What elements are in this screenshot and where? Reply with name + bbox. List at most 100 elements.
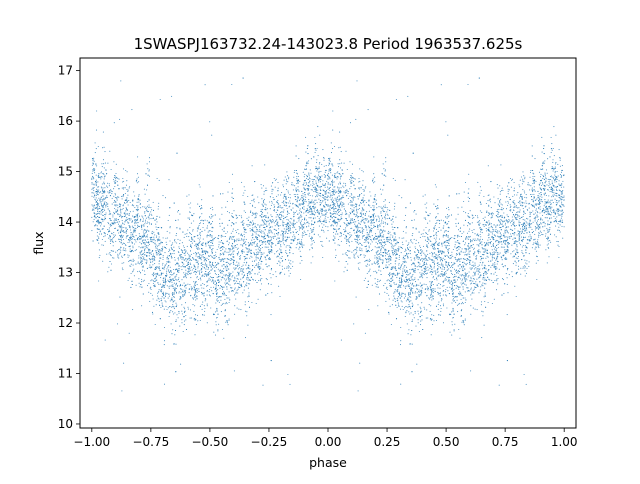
data-point (120, 80, 122, 82)
data-point (558, 183, 560, 185)
data-point (556, 170, 558, 173)
data-point (394, 236, 396, 238)
data-point (237, 278, 239, 280)
data-point (561, 198, 563, 200)
data-point (353, 210, 355, 212)
data-point (373, 213, 375, 216)
data-point (359, 262, 361, 264)
data-point (457, 270, 459, 272)
data-point (467, 225, 469, 227)
data-point (455, 281, 457, 283)
data-point (114, 193, 116, 195)
data-point (223, 246, 225, 248)
data-point (309, 208, 311, 210)
data-point (505, 249, 507, 251)
data-point (446, 307, 448, 309)
data-point (146, 221, 149, 223)
data-point (233, 259, 236, 261)
data-point (448, 242, 450, 244)
data-point (278, 242, 280, 244)
data-point (321, 220, 323, 223)
data-point (531, 247, 533, 249)
data-point (150, 258, 152, 260)
data-point (318, 198, 320, 200)
data-point (357, 187, 360, 189)
data-point (136, 205, 138, 207)
data-point (452, 316, 454, 319)
data-point (537, 234, 540, 236)
data-point (263, 222, 265, 225)
data-point (457, 234, 459, 236)
data-point (500, 203, 502, 205)
data-point (483, 279, 485, 281)
data-point (144, 228, 146, 230)
data-point (418, 313, 420, 315)
data-point (201, 242, 203, 244)
data-point (499, 220, 501, 222)
data-point (529, 171, 532, 174)
data-point (200, 205, 202, 207)
data-point (548, 195, 550, 197)
data-point (271, 221, 273, 223)
data-point (289, 202, 292, 204)
data-point (326, 204, 328, 207)
data-point (494, 265, 496, 267)
data-point (552, 191, 554, 193)
data-point (236, 271, 239, 273)
data-point (185, 257, 187, 259)
data-point (503, 293, 505, 295)
data-point (148, 161, 151, 163)
data-point (481, 238, 484, 240)
data-point (381, 219, 383, 221)
data-point (542, 177, 544, 179)
data-point (384, 170, 386, 172)
data-point (241, 268, 243, 270)
data-point (381, 221, 383, 223)
data-point (327, 204, 329, 206)
data-point (190, 240, 192, 243)
data-point (447, 206, 450, 208)
data-point (383, 221, 385, 223)
data-point (302, 197, 304, 199)
data-point (499, 200, 501, 202)
data-point (424, 292, 426, 294)
data-point (479, 262, 481, 264)
data-point (351, 217, 353, 220)
data-point (104, 233, 106, 235)
data-point (226, 231, 229, 233)
data-point (411, 268, 413, 270)
data-point (527, 223, 529, 225)
data-point (462, 303, 464, 305)
data-point (364, 225, 366, 227)
data-point (563, 186, 565, 188)
data-point (430, 266, 432, 268)
data-point (469, 263, 471, 265)
data-point (135, 208, 137, 211)
data-point (285, 231, 287, 233)
data-point (336, 198, 338, 200)
data-point (553, 194, 555, 196)
data-point (495, 226, 497, 228)
data-point (243, 242, 245, 244)
data-point (92, 175, 94, 177)
data-point (244, 304, 246, 306)
data-point (488, 224, 490, 226)
data-point (525, 383, 527, 385)
data-point (271, 190, 273, 192)
data-point (467, 258, 469, 260)
data-point (435, 257, 437, 259)
data-point (513, 181, 515, 184)
data-point (506, 230, 508, 232)
data-point (430, 289, 432, 291)
data-point (140, 218, 142, 220)
data-point (434, 226, 436, 228)
data-point (104, 151, 106, 153)
data-point (392, 299, 394, 301)
data-point (187, 271, 189, 273)
data-point (393, 240, 395, 242)
data-point (487, 301, 489, 304)
data-point (193, 281, 195, 283)
data-point (562, 204, 564, 207)
data-point (512, 224, 514, 226)
